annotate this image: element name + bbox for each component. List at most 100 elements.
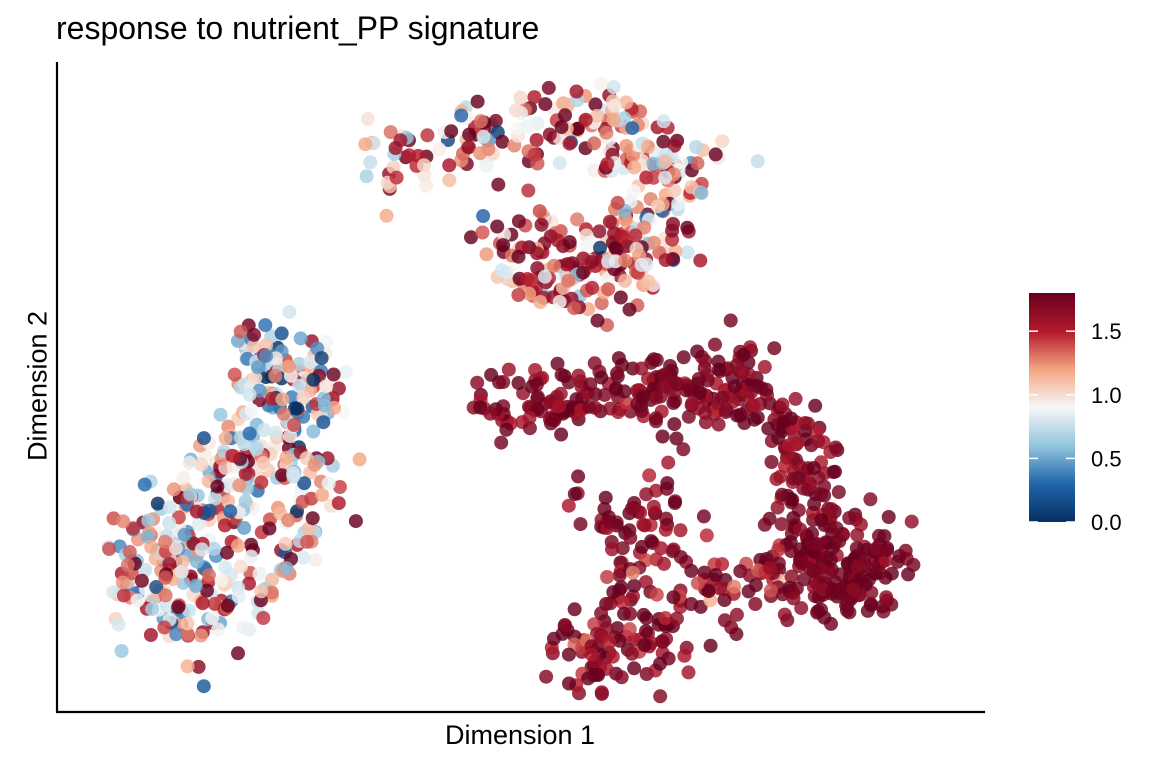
scatter-point (167, 482, 181, 496)
scatter-point (665, 224, 679, 238)
scatter-point (653, 689, 667, 703)
scatter-point (778, 459, 792, 473)
scatter-point (658, 155, 672, 169)
scatter-point (644, 534, 658, 548)
scatter-point (615, 670, 629, 684)
scatter-point (789, 392, 803, 406)
scatter-point (651, 199, 665, 213)
scatter-point (737, 416, 751, 430)
scatter-point (826, 584, 840, 598)
scatter-point (327, 368, 341, 382)
scatter-point (582, 400, 596, 414)
scatter-point (254, 584, 268, 598)
scatter-point (846, 582, 860, 596)
scatter-point (280, 561, 294, 575)
scatter-point (390, 171, 404, 185)
scatter-point (801, 417, 815, 431)
scatter-point (625, 501, 639, 515)
scatter-point (178, 528, 192, 542)
scatter-point (163, 500, 177, 514)
scatter-point (332, 496, 346, 510)
scatter-point (777, 415, 791, 429)
scatter-point (249, 442, 263, 456)
colorbar-tick-label: 1.0 (1091, 383, 1122, 408)
scatter-point (286, 466, 300, 480)
scatter-point (123, 545, 137, 559)
scatter-point (176, 471, 190, 485)
scatter-point (775, 488, 789, 502)
scatter-point (141, 514, 155, 528)
scatter-point (231, 539, 245, 553)
scatter-point (817, 611, 831, 625)
scatter-point (758, 360, 772, 374)
scatter-point (610, 366, 624, 380)
scatter-point (552, 399, 566, 413)
scatter-point (588, 356, 602, 370)
scatter-point (115, 644, 129, 658)
scatter-point (254, 475, 268, 489)
scatter-point (658, 379, 672, 393)
scatter-point (162, 516, 176, 530)
scatter-point (442, 173, 456, 187)
scatter-point (259, 349, 273, 363)
scatter-point (657, 114, 671, 128)
scatter-point (808, 399, 822, 413)
scatter-point (647, 236, 661, 250)
scatter-point (661, 456, 675, 470)
scatter-point (562, 677, 576, 691)
scatter-point (872, 529, 886, 543)
scatter-point (210, 480, 224, 494)
scatter-point (462, 128, 476, 142)
scatter-point (417, 158, 431, 172)
scatter-point (117, 589, 131, 603)
scatter-point (215, 574, 229, 588)
scatter-point (892, 549, 906, 563)
scatter-point (771, 501, 785, 515)
scatter-point (530, 378, 544, 392)
scatter-point (571, 469, 585, 483)
scatter-point (697, 509, 711, 523)
scatter-point (593, 241, 607, 255)
scatter-point (576, 252, 590, 266)
scatter-point (623, 622, 637, 636)
scatter-point (595, 685, 609, 699)
scatter-point (832, 485, 846, 499)
scatter-point (625, 647, 639, 661)
scatter-point (684, 597, 698, 611)
scatter-point (558, 108, 572, 122)
scatter-point (658, 171, 672, 185)
scatter-point (778, 608, 792, 622)
scatter-point (829, 441, 843, 455)
scatter-point (283, 305, 297, 319)
scatter-point (502, 363, 516, 377)
scatter-point (711, 355, 725, 369)
scatter-point (454, 109, 468, 123)
scatter-point (676, 442, 690, 456)
scatter-point (599, 126, 613, 140)
scatter-point (555, 120, 569, 134)
scatter-point (655, 634, 669, 648)
scatter-point (660, 482, 674, 496)
scatter-point (189, 579, 203, 593)
scatter-point (712, 418, 726, 432)
scatter-point (195, 542, 209, 556)
scatter-point (528, 148, 542, 162)
scatter-point (244, 550, 258, 564)
scatter-point (671, 197, 685, 211)
scatter-point (603, 402, 617, 416)
scatter-point (211, 623, 225, 637)
scatter-point (601, 282, 615, 296)
scatter-point (363, 155, 377, 169)
scatter-point (159, 588, 173, 602)
scatter-point (863, 492, 877, 506)
scatter-point (547, 259, 561, 273)
scatter-point (256, 611, 270, 625)
scatter-point (715, 134, 729, 148)
scatter-point (530, 246, 544, 260)
scatter-point (171, 600, 185, 614)
scatter-point (587, 136, 601, 150)
scatter-point (197, 431, 211, 445)
scatter-point (597, 502, 611, 516)
scatter-point (208, 492, 222, 506)
scatter-point (495, 263, 509, 277)
